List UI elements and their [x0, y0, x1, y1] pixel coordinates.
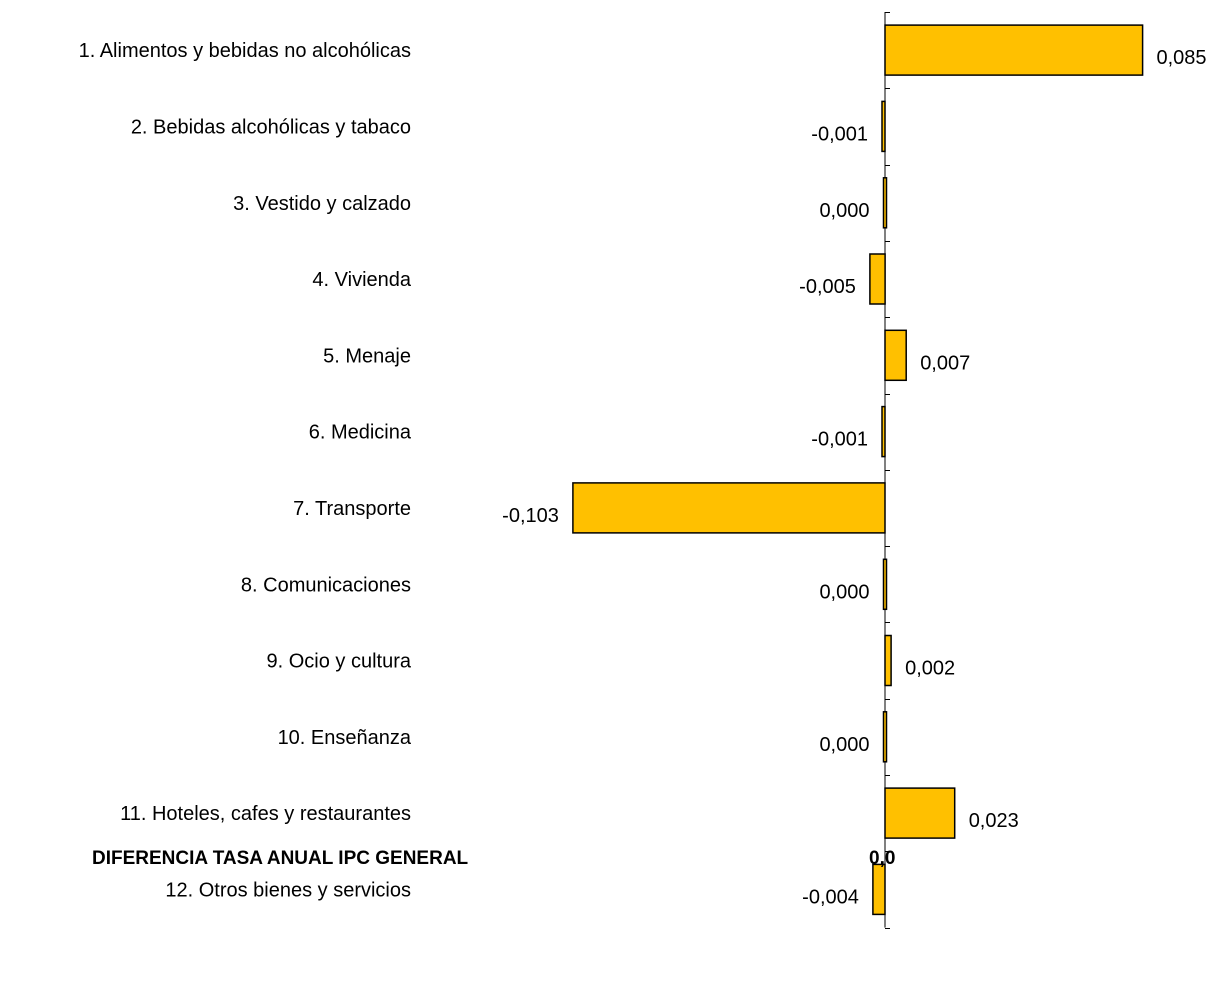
category-label: 5. Menaje [323, 345, 411, 367]
value-label: 0,000 [819, 581, 869, 603]
category-label: 8. Comunicaciones [241, 574, 411, 596]
value-label: 0,085 [1157, 47, 1207, 69]
value-label: 0,023 [969, 810, 1019, 832]
value-label: 0,007 [920, 352, 970, 374]
bar [881, 405, 886, 458]
bar [881, 100, 886, 153]
category-label: 6. Medicina [309, 422, 412, 444]
category-label: 3. Vestido y calzado [233, 193, 411, 215]
category-label: 1. Alimentos y bebidas no alcohólicas [79, 40, 411, 62]
value-label: -0,001 [811, 123, 868, 145]
category-label: 12. Otros bienes y servicios [165, 879, 411, 901]
category-label: 4. Vivienda [312, 269, 411, 291]
labels-layer: 1. Alimentos y bebidas no alcohólicas 0,0… [79, 40, 1207, 908]
bar [884, 634, 892, 687]
bar [872, 863, 886, 916]
category-label: 9. Ocio y cultura [266, 651, 411, 673]
value-label: 0,000 [819, 200, 869, 222]
bar [869, 253, 886, 305]
category-label: 7. Transporte [293, 498, 411, 520]
footer-label: DIFERENCIA TASA ANUAL IPC GENERAL [92, 848, 469, 869]
value-label: -0,103 [502, 505, 559, 527]
bar [884, 24, 1144, 76]
bars-layer [572, 24, 1144, 916]
category-label: 10. Enseñanza [278, 727, 412, 749]
axis-layer [884, 12, 890, 929]
value-label: 0,000 [819, 734, 869, 756]
bar [884, 329, 907, 382]
value-label: -0,004 [802, 886, 859, 908]
bar [882, 558, 888, 611]
bar [882, 711, 888, 763]
bar [572, 482, 886, 534]
category-label: 2. Bebidas alcohólicas y tabaco [131, 116, 411, 138]
bar [884, 787, 956, 839]
bar [882, 177, 888, 229]
value-label: 0,002 [905, 658, 955, 680]
value-label: -0,005 [799, 276, 856, 298]
value-label: -0,001 [811, 429, 868, 451]
footer-value: 0,0 [869, 848, 896, 869]
category-label: 11. Hoteles, cafes y restaurantes [120, 803, 411, 825]
